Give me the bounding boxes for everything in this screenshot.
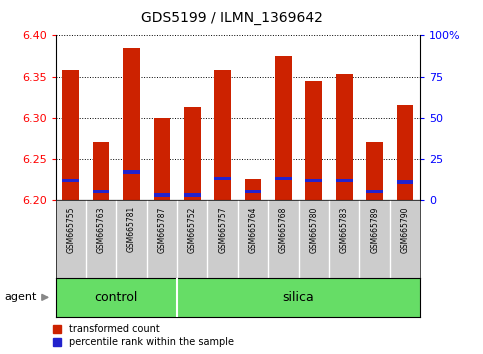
- Text: GSM665790: GSM665790: [400, 206, 410, 253]
- Bar: [154, 118, 170, 200]
- Bar: [305, 81, 322, 200]
- Text: GSM665768: GSM665768: [279, 206, 288, 253]
- Bar: [366, 190, 383, 193]
- Bar: [184, 193, 200, 197]
- Bar: [214, 70, 231, 200]
- Bar: [123, 170, 140, 174]
- Bar: [214, 177, 231, 180]
- Bar: [397, 180, 413, 183]
- Text: GSM665789: GSM665789: [370, 206, 379, 253]
- Bar: [397, 105, 413, 200]
- Bar: [336, 74, 353, 200]
- Bar: [305, 179, 322, 182]
- Text: GSM665783: GSM665783: [340, 206, 349, 253]
- Text: GSM665764: GSM665764: [249, 206, 257, 253]
- Text: GSM665763: GSM665763: [97, 206, 106, 253]
- Text: GSM665781: GSM665781: [127, 206, 136, 252]
- Bar: [62, 179, 79, 182]
- Text: GDS5199 / ILMN_1369642: GDS5199 / ILMN_1369642: [141, 11, 323, 25]
- Bar: [275, 56, 292, 200]
- Text: control: control: [95, 291, 138, 304]
- Bar: [62, 70, 79, 200]
- Text: GSM665780: GSM665780: [309, 206, 318, 253]
- Legend: transformed count, percentile rank within the sample: transformed count, percentile rank withi…: [53, 325, 234, 347]
- Bar: [93, 142, 110, 200]
- Text: silica: silica: [283, 291, 314, 304]
- Text: GSM665755: GSM665755: [66, 206, 75, 253]
- Text: agent: agent: [5, 292, 37, 302]
- Bar: [245, 190, 261, 193]
- Bar: [93, 190, 110, 193]
- Bar: [184, 107, 200, 200]
- Bar: [336, 179, 353, 182]
- Text: GSM665787: GSM665787: [157, 206, 167, 253]
- Bar: [154, 193, 170, 197]
- Bar: [275, 177, 292, 180]
- Text: GSM665752: GSM665752: [188, 206, 197, 253]
- Text: GSM665757: GSM665757: [218, 206, 227, 253]
- Bar: [123, 48, 140, 200]
- Bar: [366, 142, 383, 200]
- Bar: [245, 179, 261, 200]
